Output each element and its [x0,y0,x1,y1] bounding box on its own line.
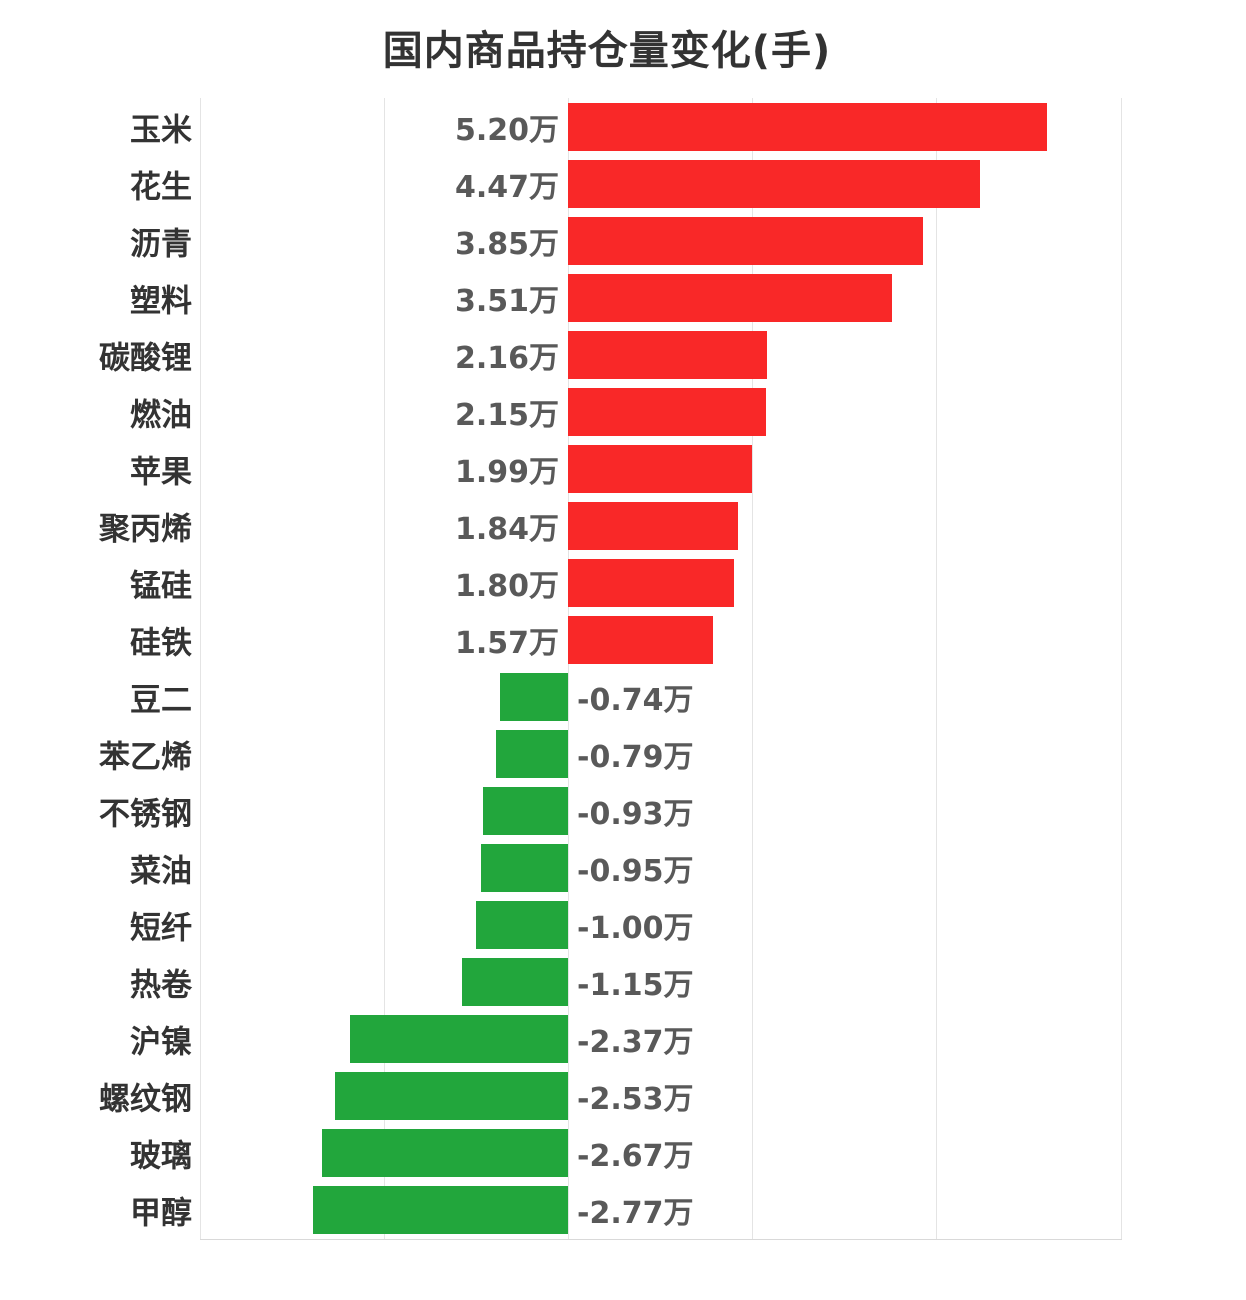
value-label: 1.84万 [454,511,559,547]
bar-row: 硅铁 1.57万 [0,611,1246,668]
bar-row: 豆二 -0.74万 [0,669,1246,726]
category-label: 硅铁 [130,625,192,662]
x-axis-line [200,1239,1122,1240]
category-label: 塑料 [130,283,192,320]
value-label: -0.79万 [577,740,694,776]
bar-row: 锰硅 1.80万 [0,554,1246,611]
gridline [752,98,754,1239]
bar-row: 燃油 2.15万 [0,383,1246,440]
bar-row: 玉米 5.20万 [0,98,1246,155]
value-label: 2.16万 [454,340,559,376]
category-label: 聚丙烯 [99,511,192,548]
positive-bar [568,444,752,493]
bar-row: 苯乙烯 -0.79万 [0,726,1246,783]
value-label: 4.47万 [454,169,559,205]
gridline [1120,98,1122,1239]
bar-row: 玻璃 -2.67万 [0,1125,1246,1182]
category-label: 苹果 [130,454,192,491]
negative-bar [313,1186,569,1235]
value-label: 3.51万 [454,283,559,319]
gridline [199,98,201,1239]
value-label: 1.80万 [454,568,559,604]
negative-bar [482,787,569,836]
chart-title: 国内商品持仓量变化(手) [382,28,832,74]
value-label: -2.37万 [577,1025,694,1061]
gridline [383,98,385,1239]
bar-row: 碳酸锂 2.16万 [0,326,1246,383]
positive-bar [568,558,735,607]
value-label: -1.15万 [577,968,694,1004]
positive-bar [568,273,892,322]
value-label: -0.74万 [577,683,694,719]
value-label: -2.53万 [577,1082,694,1118]
negative-bar [500,673,569,722]
category-label: 豆二 [130,682,192,719]
bar-row: 短纤 -1.00万 [0,897,1246,954]
bar-row: 沪镍 -2.37万 [0,1011,1246,1068]
value-label: -0.95万 [577,854,694,890]
bar-row: 沥青 3.85万 [0,212,1246,269]
bar-row: 苹果 1.99万 [0,440,1246,497]
negative-bar [480,844,569,893]
gridline [567,98,569,1239]
bar-row: 菜油 -0.95万 [0,840,1246,897]
positive-bar [568,387,767,436]
category-label: 燃油 [130,397,192,434]
positive-bar [568,615,713,664]
negative-bar [476,901,569,950]
category-label: 热卷 [130,967,192,1004]
negative-bar [350,1015,569,1064]
negative-bar [462,958,569,1007]
positive-bar [568,501,738,550]
value-label: -0.93万 [577,797,694,833]
bar-row: 花生 4.47万 [0,155,1246,212]
negative-bar [335,1072,569,1121]
negative-bar [322,1129,569,1178]
bar-row: 聚丙烯 1.84万 [0,497,1246,554]
bar-row: 不锈钢 -0.93万 [0,783,1246,840]
positive-bar [568,330,768,379]
plot-area [199,98,1122,1239]
category-label: 短纤 [130,910,192,947]
gridline [936,98,938,1239]
bar-row: 热卷 -1.15万 [0,954,1246,1011]
category-label: 苯乙烯 [99,739,192,776]
value-label: 1.99万 [454,454,559,490]
category-label: 玉米 [130,112,192,149]
category-label: 沪镍 [130,1024,192,1061]
value-label: -2.77万 [577,1196,694,1232]
value-label: 3.85万 [454,226,559,262]
positive-bar [568,216,923,265]
value-label: 2.15万 [454,397,559,433]
category-label: 甲醇 [130,1195,192,1232]
category-label: 不锈钢 [99,796,192,833]
bar-row: 甲醇 -2.77万 [0,1182,1246,1239]
category-label: 碳酸锂 [99,340,192,377]
positive-bar [568,159,981,208]
category-label: 玻璃 [130,1138,192,1175]
value-label: -1.00万 [577,911,694,947]
category-label: 花生 [130,169,192,206]
positive-bar [568,102,1048,151]
category-label: 螺纹钢 [99,1081,192,1118]
category-label: 菜油 [130,853,192,890]
negative-bar [495,730,569,779]
bar-row: 塑料 3.51万 [0,269,1246,326]
value-label: 1.57万 [454,625,559,661]
category-label: 沥青 [130,226,192,263]
category-label: 锰硅 [130,568,192,605]
value-label: -2.67万 [577,1139,694,1175]
bar-row: 螺纹钢 -2.53万 [0,1068,1246,1125]
value-label: 5.20万 [454,112,559,148]
